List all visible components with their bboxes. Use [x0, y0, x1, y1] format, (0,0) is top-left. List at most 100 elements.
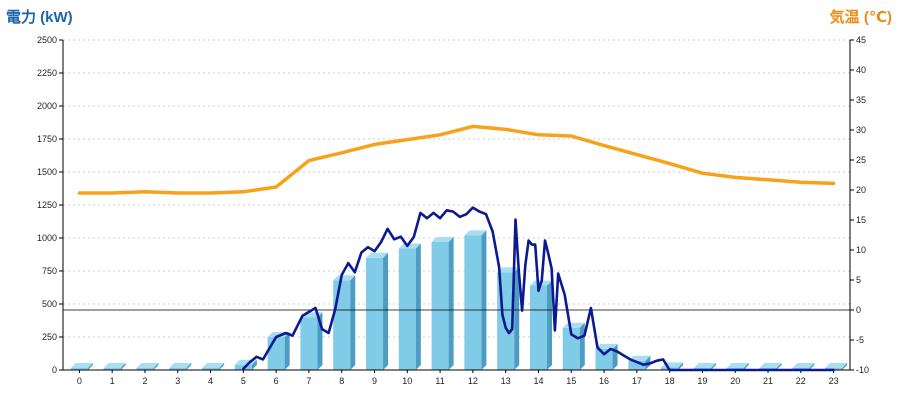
bar-side-13 [514, 267, 520, 370]
x-tick-label: 12 [468, 376, 478, 386]
x-tick-label: 8 [339, 376, 344, 386]
bar-side-9 [383, 252, 389, 370]
left-tick-label: 250 [42, 332, 57, 342]
left-tick-label: 0 [52, 365, 57, 375]
x-tick-label: 10 [402, 376, 412, 386]
left-tick-label: 1500 [37, 167, 57, 177]
left-tick-label: 2250 [37, 68, 57, 78]
bar-11 [431, 241, 449, 370]
x-tick-label: 13 [501, 376, 511, 386]
bar-16 [595, 348, 613, 370]
right-tick-label: 0 [856, 305, 861, 315]
bar-top-9 [365, 252, 389, 258]
bar-4 [202, 368, 220, 370]
data-lines [77, 124, 836, 372]
right-tick-label: 10 [856, 245, 866, 255]
right-tick-label: -10 [856, 365, 869, 375]
x-tick-label: 3 [175, 376, 180, 386]
bar-top-21 [759, 363, 782, 368]
bar-side-12 [481, 230, 487, 370]
x-tick-label: 20 [730, 376, 740, 386]
bar-side-14 [547, 280, 553, 370]
x-tick-label: 5 [241, 376, 246, 386]
bar-side-11 [448, 236, 454, 370]
right-tick-label: 30 [856, 125, 866, 135]
bar-top-1 [103, 363, 126, 368]
temperature-line [77, 124, 836, 195]
tick-labels: 02505007501000125015001750200022502500-1… [37, 35, 869, 386]
bar-2 [136, 368, 154, 370]
x-tick-label: 15 [566, 376, 576, 386]
bar-side-0 [87, 363, 93, 370]
x-tick-label: 9 [372, 376, 377, 386]
bar-side-18 [678, 362, 684, 370]
bar-top-11 [431, 236, 454, 242]
bar-side-8 [350, 275, 356, 370]
power-line [242, 206, 835, 372]
bar-top-10 [398, 243, 421, 249]
bar-3 [169, 368, 187, 370]
bar-17 [628, 360, 646, 370]
right-tick-label: 5 [856, 275, 861, 285]
x-tick-label: 11 [435, 376, 444, 386]
x-tick-label: 14 [533, 376, 543, 386]
bar-top-3 [169, 363, 192, 368]
right-tick-label: 25 [856, 155, 866, 165]
bar-top-20 [726, 363, 749, 368]
bar-top-23 [825, 363, 848, 368]
bar-side-3 [186, 363, 192, 370]
bar-top-2 [136, 363, 159, 368]
x-tick-label: 23 [829, 376, 839, 386]
x-tick-label: 19 [697, 376, 707, 386]
bar-side-2 [153, 363, 159, 370]
right-tick-label: 45 [856, 35, 866, 45]
bar-1 [103, 368, 121, 370]
bar-top-22 [792, 363, 815, 368]
bar-side-19 [710, 363, 716, 370]
bar-side-21 [776, 363, 782, 370]
x-tick-label: 7 [306, 376, 311, 386]
right-axis-title: 気温 (℃) [829, 9, 892, 26]
gridlines [63, 39, 850, 338]
left-tick-label: 1750 [37, 134, 57, 144]
left-tick-label: 1250 [37, 200, 57, 210]
x-tick-label: 4 [208, 376, 213, 386]
bar-side-20 [743, 363, 749, 370]
bar-side-4 [219, 363, 225, 370]
left-tick-label: 500 [42, 299, 57, 309]
left-tick-label: 2000 [37, 101, 57, 111]
x-tick-label: 1 [110, 376, 115, 386]
bar-9 [365, 257, 384, 370]
bar-side-22 [809, 363, 815, 370]
right-tick-label: 40 [856, 65, 866, 75]
bar-side-1 [120, 363, 126, 370]
bar-top-4 [202, 363, 225, 368]
x-tick-label: 18 [665, 376, 675, 386]
bar-8 [333, 280, 351, 370]
left-axis-title: 電力 (kW) [6, 9, 73, 26]
right-tick-label: -5 [856, 335, 864, 345]
left-tick-label: 2500 [37, 35, 57, 45]
right-tick-label: 15 [856, 215, 866, 225]
power-bars [70, 230, 848, 370]
axes [59, 39, 854, 373]
bar-side-5 [251, 359, 257, 370]
x-tick-label: 17 [632, 376, 642, 386]
bar-top-0 [70, 363, 93, 368]
bar-6 [267, 337, 285, 370]
bar-10 [398, 248, 416, 370]
bar-7 [300, 317, 318, 370]
bar-top-16 [595, 343, 618, 349]
bar-side-6 [284, 332, 290, 370]
x-tick-label: 21 [763, 376, 773, 386]
x-tick-label: 22 [796, 376, 806, 386]
x-tick-label: 16 [599, 376, 609, 386]
x-tick-label: 0 [77, 376, 82, 386]
x-tick-label: 6 [274, 376, 279, 386]
right-tick-label: 35 [856, 95, 866, 105]
bar-top-19 [693, 363, 716, 368]
bar-side-15 [579, 322, 585, 370]
right-tick-label: 20 [856, 185, 866, 195]
bar-side-10 [415, 243, 421, 370]
